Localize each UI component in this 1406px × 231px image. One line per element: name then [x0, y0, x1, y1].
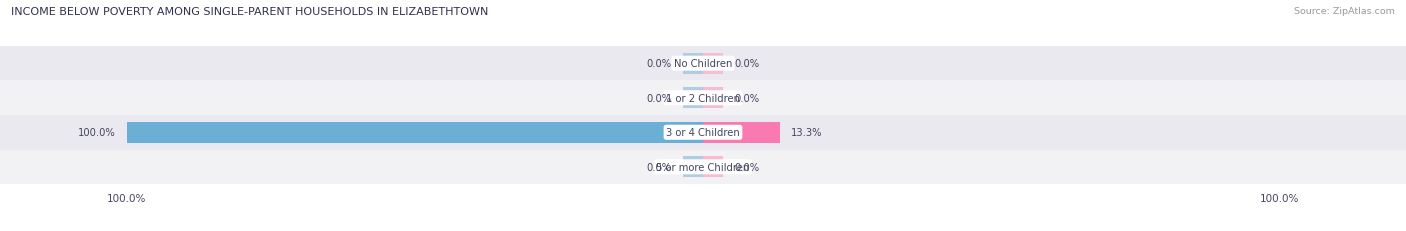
Text: 100.0%: 100.0%: [77, 128, 115, 138]
Bar: [0, 150, 1406, 184]
Bar: [703, 156, 723, 178]
Text: 0.0%: 0.0%: [735, 162, 759, 172]
Bar: [703, 53, 723, 75]
Text: INCOME BELOW POVERTY AMONG SINGLE-PARENT HOUSEHOLDS IN ELIZABETHTOWN: INCOME BELOW POVERTY AMONG SINGLE-PARENT…: [11, 7, 489, 17]
Text: 3 or 4 Children: 3 or 4 Children: [666, 128, 740, 138]
Text: 0.0%: 0.0%: [735, 93, 759, 103]
Text: Source: ZipAtlas.com: Source: ZipAtlas.com: [1294, 7, 1395, 16]
Bar: [683, 88, 703, 109]
Text: 13.3%: 13.3%: [792, 128, 823, 138]
Bar: [703, 88, 723, 109]
Text: 1 or 2 Children: 1 or 2 Children: [666, 93, 740, 103]
Text: 5 or more Children: 5 or more Children: [657, 162, 749, 172]
Bar: [0, 47, 1406, 81]
Text: 0.0%: 0.0%: [647, 59, 671, 69]
Bar: [0, 81, 1406, 116]
Bar: [703, 122, 780, 143]
Text: No Children: No Children: [673, 59, 733, 69]
Text: 0.0%: 0.0%: [735, 59, 759, 69]
Bar: [127, 122, 703, 143]
Text: 0.0%: 0.0%: [647, 162, 671, 172]
Text: 0.0%: 0.0%: [647, 93, 671, 103]
Bar: [0, 116, 1406, 150]
Bar: [683, 53, 703, 75]
Bar: [683, 156, 703, 178]
